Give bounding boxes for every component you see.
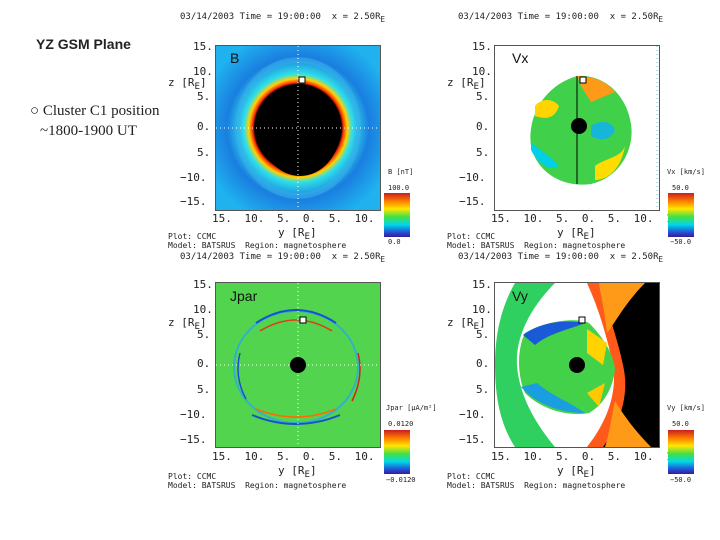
- cbar-bottom: −50.0: [670, 238, 692, 246]
- z-axis-label: z [RE]: [168, 316, 207, 333]
- panel-vx-header: 03/14/2003 Time = 19:00:00 x = 2.50RE: [458, 12, 664, 24]
- tick-y: 5.: [197, 383, 211, 396]
- tick-y: 0.: [197, 120, 211, 133]
- tick-y: −15.: [459, 195, 486, 208]
- panel-b-field: [216, 46, 380, 210]
- footer-text: Plot: CCMC Model: BATSRUS Region: magnet…: [447, 472, 626, 490]
- cluster-annotation-line1: Cluster C1 position: [42, 103, 160, 119]
- x-tick-row: 15. 10. 5. 0. 5. 10. 15: [212, 212, 400, 225]
- tick-y: −10.: [459, 171, 486, 184]
- tick-y: −15.: [180, 433, 207, 446]
- x-tick-row: 15. 10. 5. 0. 5. 10. 15: [491, 450, 679, 463]
- cbar-label: Jpar [μA/m²]: [386, 404, 437, 412]
- tick-y: −15.: [459, 433, 486, 446]
- panel-jpar-field: [216, 283, 380, 447]
- panel-b-tag: B: [230, 50, 240, 66]
- tick-y: 5.: [476, 383, 490, 396]
- z-axis-label: z [RE]: [168, 76, 207, 93]
- panel-jpar-header: 03/14/2003 Time = 19:00:00 x = 2.50RE: [180, 252, 386, 264]
- tick-y: 10.: [472, 303, 492, 316]
- tick-y: 10.: [193, 303, 213, 316]
- footer-text: Plot: CCMC Model: BATSRUS Region: magnet…: [168, 232, 347, 250]
- tick-y: 0.: [197, 357, 211, 370]
- panel-b-header: 03/14/2003 Time = 19:00:00 x = 2.50RE: [180, 12, 386, 24]
- tick-y: 15.: [193, 40, 213, 53]
- y-axis-label: y [RE]: [557, 464, 596, 481]
- z-axis-label: z [RE]: [447, 76, 486, 93]
- panel-vy-tag: Vy: [512, 288, 528, 304]
- x-tick-row: 15. 10. 5. 0. 5. 10. 15: [491, 212, 679, 225]
- tick-y: 5.: [197, 146, 211, 159]
- tick-y: −10.: [180, 171, 207, 184]
- colorbar-b: [384, 193, 410, 237]
- tick-y: 5.: [197, 328, 211, 341]
- tick-y: −15.: [180, 195, 207, 208]
- tick-y: 5.: [476, 146, 490, 159]
- tick-y: 10.: [472, 65, 492, 78]
- cbar-bottom: 0.0: [388, 238, 401, 246]
- x-tick-row: 15. 10. 5. 0. 5. 10. 15: [212, 450, 400, 463]
- cbar-bottom: −50.0: [670, 476, 692, 484]
- cluster-annotation: ○ Cluster C1 position ~1800-1900 UT: [30, 101, 160, 141]
- footer-text: Plot: CCMC Model: BATSRUS Region: magnet…: [447, 232, 626, 250]
- tick-y: 5.: [476, 90, 490, 103]
- y-axis-label: y [RE]: [557, 226, 596, 243]
- cbar-label: B [nT]: [388, 168, 414, 176]
- cbar-top: 0.0120: [388, 420, 414, 428]
- cluster-annotation-line2: ~1800-1900 UT: [40, 123, 137, 139]
- tick-y: 15.: [472, 278, 492, 291]
- tick-y: 0.: [476, 357, 490, 370]
- tick-y: −10.: [180, 408, 207, 421]
- tick-y: 15.: [193, 278, 213, 291]
- cbar-top: 50.0: [672, 184, 689, 192]
- panel-vx-field: [530, 46, 658, 210]
- panel-vy-header: 03/14/2003 Time = 19:00:00 x = 2.50RE: [458, 252, 664, 264]
- footer-text: Plot: CCMC Model: BATSRUS Region: magnet…: [168, 472, 347, 490]
- cbar-label: Vy [km/s]: [667, 404, 705, 412]
- panel-b-plot: [215, 45, 381, 211]
- cbar-top: 100.0: [388, 184, 410, 192]
- tick-y: 5.: [197, 90, 211, 103]
- y-axis-label: y [RE]: [278, 226, 317, 243]
- tick-y: −10.: [459, 408, 486, 421]
- cbar-top: 50.0: [672, 420, 689, 428]
- cluster-position-marker: [298, 76, 306, 84]
- panel-jpar-plot: [215, 282, 381, 448]
- figure-title: YZ GSM Plane: [36, 36, 131, 52]
- colorbar-vy: [668, 430, 694, 474]
- colorbar-vx: [668, 193, 694, 237]
- cluster-marker-icon: ○: [30, 103, 40, 119]
- panel-vy-plot: [494, 282, 660, 448]
- y-axis-label: y [RE]: [278, 464, 317, 481]
- tick-y: 5.: [476, 328, 490, 341]
- tick-y: 15.: [472, 40, 492, 53]
- panel-jpar-tag: Jpar: [230, 288, 258, 304]
- panel-vy-field: [495, 283, 659, 447]
- tick-y: 0.: [476, 120, 490, 133]
- colorbar-jpar: [384, 430, 410, 474]
- cbar-bottom: −0.0120: [386, 476, 416, 484]
- z-axis-label: z [RE]: [447, 316, 486, 333]
- cbar-label: Vx [km/s]: [667, 168, 705, 176]
- tick-y: 10.: [193, 65, 213, 78]
- panel-vx-tag: Vx: [512, 50, 529, 66]
- panel-vx-plot: [494, 45, 660, 211]
